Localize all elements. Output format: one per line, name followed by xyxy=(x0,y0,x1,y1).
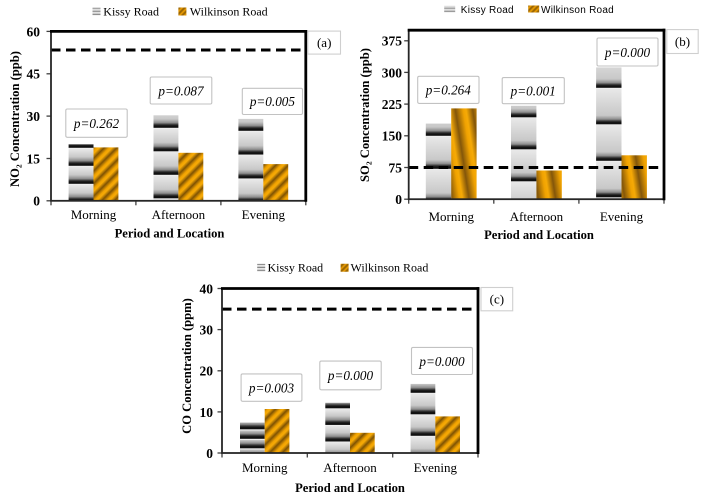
svg-text:Morning: Morning xyxy=(242,460,288,475)
svg-text:0: 0 xyxy=(395,192,402,207)
svg-text:(c): (c) xyxy=(490,292,504,307)
svg-text:Morning: Morning xyxy=(71,207,117,222)
svg-text:Wilkinson Road: Wilkinson Road xyxy=(190,4,268,18)
svg-text:SO₂ Concentration (ppb): SO₂ Concentration (ppb) xyxy=(358,48,372,182)
svg-text:Wilkinson Road: Wilkinson Road xyxy=(541,5,614,16)
svg-text:0: 0 xyxy=(206,446,213,461)
svg-text:p=0.000: p=0.000 xyxy=(418,354,465,369)
svg-text:225: 225 xyxy=(382,97,403,112)
svg-text:Period and Location: Period and Location xyxy=(295,481,405,495)
svg-text:10: 10 xyxy=(200,405,214,420)
svg-text:0: 0 xyxy=(33,194,40,209)
svg-text:p=0.005: p=0.005 xyxy=(249,94,296,109)
svg-text:375: 375 xyxy=(382,34,403,49)
svg-text:45: 45 xyxy=(27,67,41,82)
svg-text:Wilkinson Road: Wilkinson Road xyxy=(351,260,429,274)
svg-text:40: 40 xyxy=(200,281,214,296)
svg-text:20: 20 xyxy=(200,364,214,379)
svg-text:CO Concentration (ppm): CO Concentration (ppm) xyxy=(180,298,194,434)
svg-text:Kissy Road: Kissy Road xyxy=(103,4,159,18)
svg-text:Evening: Evening xyxy=(414,460,458,475)
svg-text:Afternoon: Afternoon xyxy=(152,207,206,222)
svg-text:Period and Location: Period and Location xyxy=(115,227,225,241)
svg-text:150: 150 xyxy=(382,129,403,144)
svg-text:300: 300 xyxy=(382,65,403,80)
svg-text:p=0.001: p=0.001 xyxy=(510,83,556,98)
svg-text:Evening: Evening xyxy=(242,207,286,222)
svg-text:(a): (a) xyxy=(317,35,331,50)
svg-text:Period and Location: Period and Location xyxy=(484,228,594,242)
svg-text:p=0.264: p=0.264 xyxy=(425,83,472,98)
svg-text:p=0.000: p=0.000 xyxy=(327,368,374,383)
svg-text:p=0.003: p=0.003 xyxy=(248,380,295,395)
svg-text:30: 30 xyxy=(27,109,41,124)
svg-text:15: 15 xyxy=(27,151,41,166)
svg-text:Kissy Road: Kissy Road xyxy=(461,5,514,16)
svg-text:(b): (b) xyxy=(675,34,690,49)
svg-text:p=0.087: p=0.087 xyxy=(157,83,205,98)
svg-text:p=0.000: p=0.000 xyxy=(604,45,651,60)
svg-text:Kissy Road: Kissy Road xyxy=(268,260,324,274)
svg-text:Afternoon: Afternoon xyxy=(323,460,377,475)
svg-text:30: 30 xyxy=(200,323,214,338)
svg-text:NO₂ Concentration (ppb): NO₂ Concentration (ppb) xyxy=(8,51,22,187)
svg-text:Evening: Evening xyxy=(600,209,644,224)
svg-text:60: 60 xyxy=(27,24,41,39)
svg-text:Morning: Morning xyxy=(428,209,474,224)
svg-text:75: 75 xyxy=(389,160,403,175)
svg-text:p=0.262: p=0.262 xyxy=(73,116,120,131)
svg-text:Afternoon: Afternoon xyxy=(510,209,564,224)
